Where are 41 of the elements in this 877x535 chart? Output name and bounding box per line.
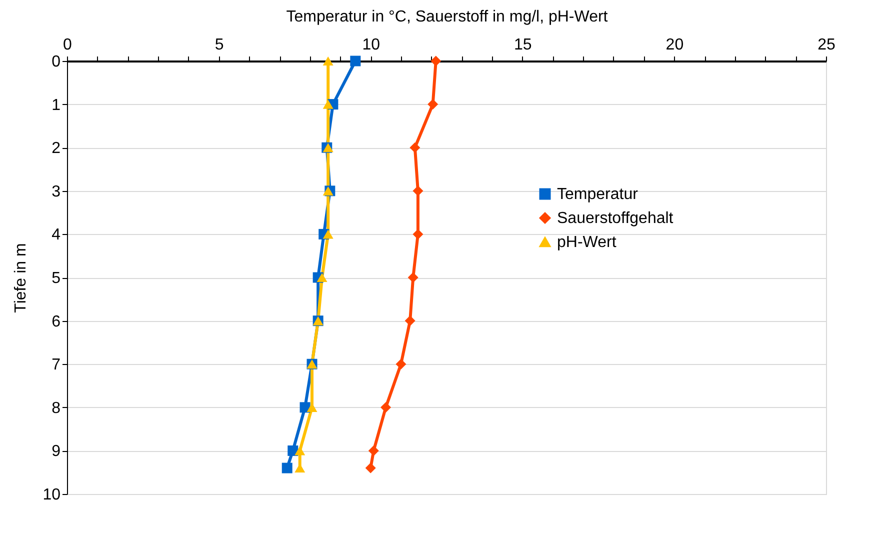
point	[322, 100, 334, 109]
y-tick-label: 2	[52, 140, 61, 158]
x-tick-label: 0	[63, 36, 72, 54]
x-tick-label: 10	[362, 36, 380, 54]
point	[316, 272, 328, 282]
point	[412, 186, 424, 196]
point	[350, 56, 361, 66]
point	[412, 228, 424, 240]
point	[288, 445, 298, 456]
point	[404, 316, 416, 326]
y-tick-label: 6	[52, 313, 61, 330]
x-tick-label: 20	[666, 36, 684, 54]
point	[430, 56, 442, 66]
y-tick-label: 10	[42, 486, 61, 504]
y-tick-label: 7	[52, 356, 61, 374]
point	[410, 142, 420, 153]
legend-label: Temperatur	[557, 186, 639, 203]
point	[282, 462, 292, 474]
y-tick-label: 8	[52, 400, 61, 417]
point	[396, 358, 406, 370]
y-tick-label: 5	[52, 270, 61, 287]
point	[322, 56, 334, 66]
point	[368, 445, 379, 456]
point	[380, 402, 392, 413]
y-tick-label: 1	[52, 96, 61, 114]
point	[428, 99, 438, 110]
legend-label: pH-Wert	[557, 234, 617, 251]
y-tick-label: 3	[52, 183, 61, 200]
x-tick-label: 5	[214, 36, 224, 54]
x-tick-label: 15	[514, 36, 532, 54]
y-tick-label: 4	[52, 226, 61, 244]
point	[365, 462, 376, 474]
point	[294, 446, 306, 456]
point	[322, 230, 334, 239]
y-tick-label: 9	[52, 443, 61, 460]
x-tick-label: 25	[818, 36, 836, 54]
legend-label: Sauerstoffgehalt	[557, 210, 674, 227]
point	[408, 272, 418, 283]
x-axis-title: Temperatur in °C, Sauerstoff in mg/l, pH-Wert	[286, 8, 608, 26]
y-axis-title: Tiefe in m	[12, 243, 30, 313]
y-tick-label: 0	[52, 54, 61, 70]
